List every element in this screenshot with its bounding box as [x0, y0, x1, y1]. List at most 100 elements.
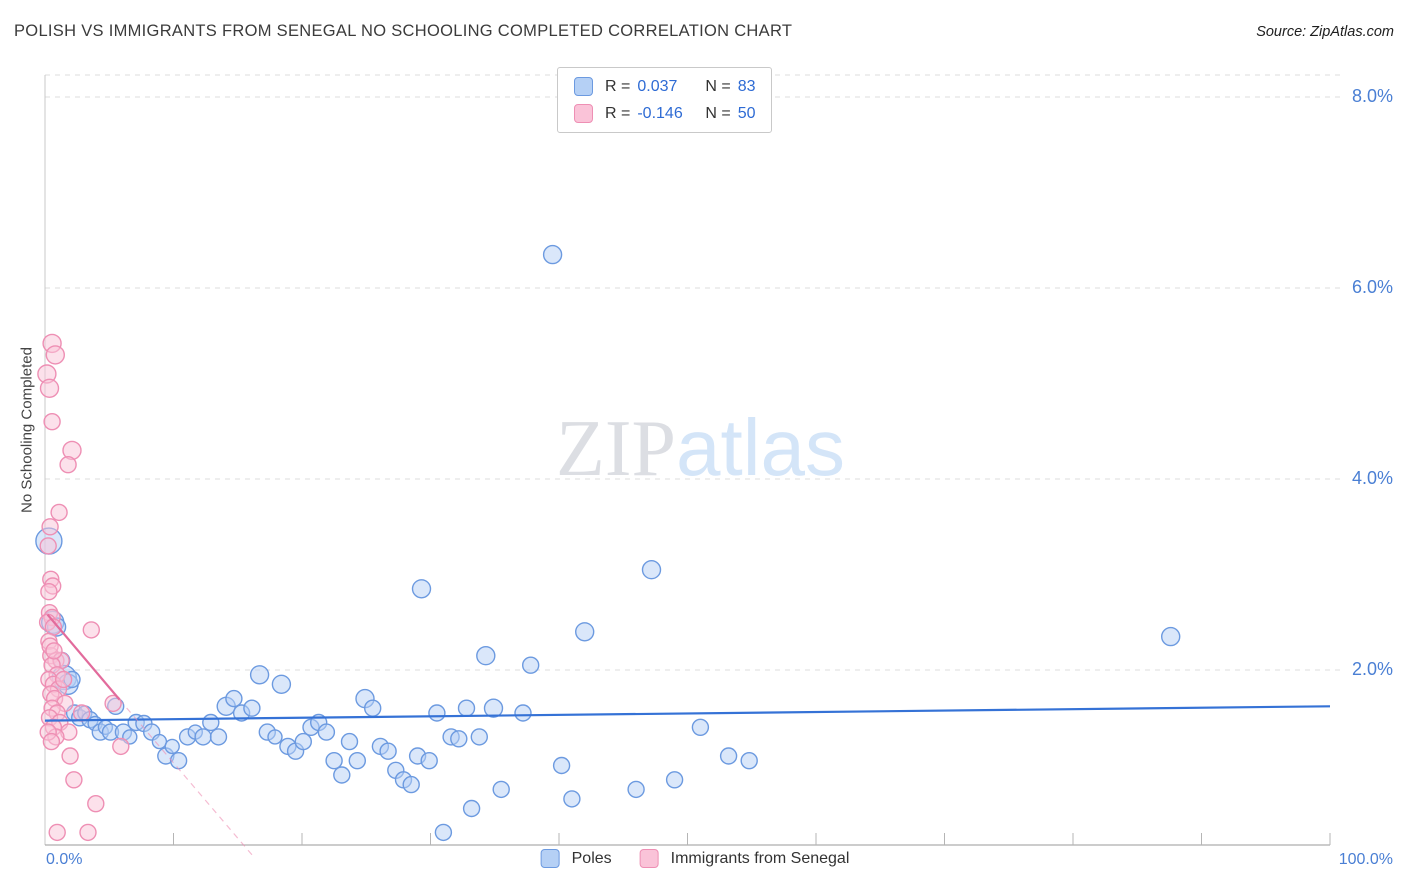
page-title: POLISH VS IMMIGRANTS FROM SENEGAL NO SCH… — [14, 22, 793, 40]
source-attribution: Source: ZipAtlas.com — [1256, 24, 1394, 40]
scatter-point — [79, 823, 97, 842]
x-axis-max-label: 100.0% — [1338, 851, 1393, 868]
n-value-senegal: 50 — [737, 104, 756, 122]
scatter-point — [50, 503, 68, 522]
scatter-point — [45, 642, 63, 660]
scatter-point — [194, 728, 212, 746]
scatter-point — [450, 730, 468, 748]
scatter-point — [45, 345, 65, 365]
scatter-point — [104, 694, 122, 713]
zipatlas-watermark: ZIPatlas — [556, 408, 845, 490]
scatter-point — [48, 823, 66, 842]
scatter-point — [333, 766, 351, 784]
scatter-point — [169, 752, 188, 770]
scatter-point — [411, 579, 432, 599]
series-points-1 — [37, 333, 130, 842]
scatter-point — [575, 622, 595, 642]
scatter-point — [379, 742, 397, 760]
trend-line — [44, 705, 1331, 722]
scatter-point — [294, 732, 312, 751]
series-legend: Poles Immigrants from Senegal — [540, 849, 866, 868]
scatter-point — [267, 729, 283, 745]
scatter-point — [364, 699, 382, 717]
scatter-point — [691, 718, 710, 736]
scatter-point — [243, 699, 261, 717]
scatter-point — [54, 670, 73, 689]
scatter-point — [483, 698, 504, 718]
scatter-point — [428, 704, 446, 722]
r-label: R = — [605, 77, 631, 95]
y-axis-title: No Schooling Completed — [18, 347, 36, 513]
scatter-point — [87, 795, 105, 813]
y-tick-label-2: 2.0% — [1351, 659, 1393, 679]
poles-legend-label: Poles — [571, 849, 612, 867]
senegal-legend-label: Immigrants from Senegal — [670, 849, 850, 867]
watermark-atlas: atlas — [676, 403, 845, 492]
trend-line-extension — [119, 699, 254, 857]
x-axis-min-label: 0.0% — [46, 851, 83, 868]
scatter-point — [39, 378, 60, 398]
scatter-point — [59, 456, 77, 474]
scatter-point — [112, 737, 130, 756]
scatter-point — [552, 756, 571, 775]
scatter-point — [271, 674, 292, 694]
scatter-point — [492, 780, 510, 799]
stats-legend-box: R = 0.037 N = 83 R = -0.146 N = 50 — [557, 67, 773, 133]
scatter-point — [202, 713, 220, 732]
y-tick-label-4: 4.0% — [1351, 468, 1393, 488]
n-value-poles: 83 — [737, 77, 756, 95]
senegal-swatch — [574, 104, 593, 123]
scatter-point — [65, 771, 83, 789]
y-tick-label-6: 6.0% — [1351, 277, 1393, 297]
scatter-point — [72, 704, 91, 722]
trend-line — [46, 613, 121, 701]
scatter-point — [42, 732, 61, 751]
stats-row-senegal: R = -0.146 N = 50 — [574, 104, 755, 123]
scatter-point — [462, 799, 481, 818]
scatter-point — [641, 560, 662, 580]
scatter-point — [225, 689, 243, 708]
scatter-point — [82, 621, 101, 639]
scatter-point — [317, 723, 336, 741]
poles-legend-swatch — [540, 849, 560, 868]
scatter-point — [41, 518, 59, 536]
scatter-point — [627, 780, 645, 799]
scatter-point — [348, 752, 366, 770]
series-points-0 — [35, 244, 1181, 842]
scatter-point — [402, 775, 420, 794]
scatter-point — [340, 732, 359, 751]
scatter-point — [665, 771, 684, 789]
scatter-point — [151, 733, 168, 750]
scatter-point — [476, 646, 496, 666]
n-label: N = — [705, 104, 731, 122]
scatter-point — [420, 752, 438, 770]
scatter-point — [39, 537, 57, 555]
scatter-point — [249, 665, 270, 685]
scatter-point — [514, 704, 532, 722]
scatter-point — [542, 244, 563, 265]
scatter-point — [457, 699, 476, 717]
r-value-senegal: -0.146 — [637, 104, 683, 122]
scatter-point — [43, 413, 61, 431]
scatter-point — [325, 752, 343, 770]
scatter-point — [40, 583, 58, 601]
r-label: R = — [605, 104, 631, 122]
scatter-point — [740, 752, 758, 770]
watermark-zip: ZIP — [556, 405, 676, 493]
n-label: N = — [705, 77, 731, 95]
y-tick-label-8: 8.0% — [1351, 86, 1393, 106]
scatter-point — [719, 747, 738, 765]
scatter-point — [164, 738, 180, 755]
scatter-point — [1160, 626, 1181, 647]
stats-row-poles: R = 0.037 N = 83 — [574, 77, 755, 96]
scatter-point — [563, 790, 581, 808]
poles-swatch — [574, 77, 593, 96]
scatter-point — [434, 823, 453, 842]
r-value-poles: 0.037 — [637, 77, 678, 95]
senegal-legend-swatch — [639, 849, 659, 868]
scatter-point — [61, 747, 79, 765]
scatter-point — [470, 728, 488, 746]
scatter-point — [522, 656, 540, 674]
